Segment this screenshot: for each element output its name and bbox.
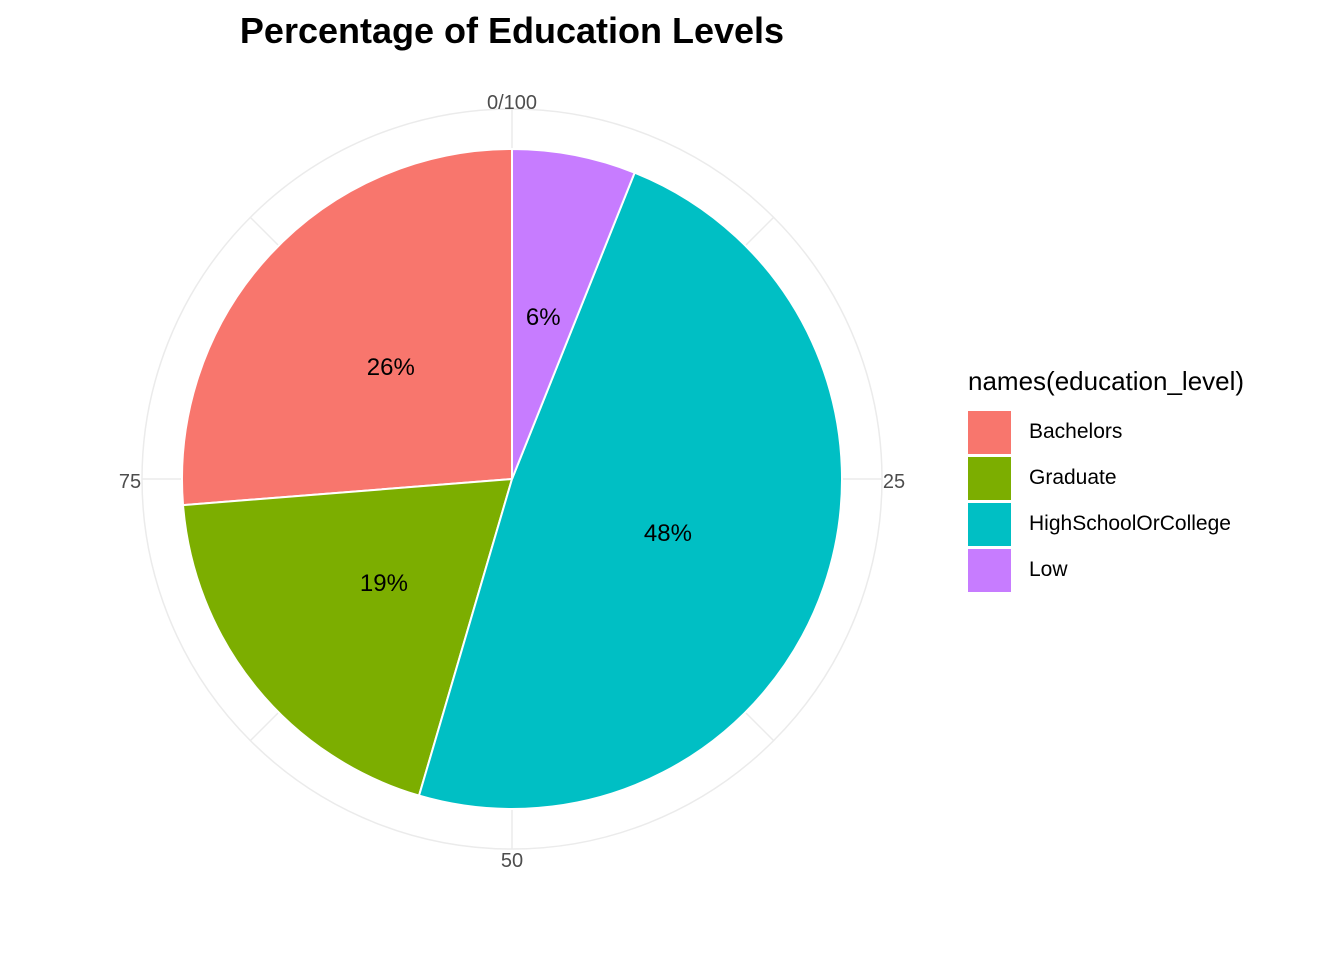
legend-item-low: Low — [968, 547, 1244, 593]
legend-label: HighSchoolOrCollege — [1029, 512, 1231, 535]
legend-items: Bachelors Graduate HighSchoolOrCollege Low — [968, 409, 1244, 593]
legend-swatch — [968, 410, 1011, 454]
legend: names(education_level) Bachelors Graduate… — [968, 366, 1244, 593]
legend-title: names(education_level) — [968, 366, 1245, 396]
pie-slices — [181, 147, 843, 810]
legend-swatch — [968, 456, 1011, 500]
grid-spoke — [744, 711, 775, 742]
slice-label-highschoolorcollege: 48% — [644, 520, 692, 547]
grid-spoke — [249, 216, 280, 247]
legend-swatch — [968, 502, 1011, 546]
slice-label-graduate: 19% — [360, 570, 408, 597]
angle-tick-label: 75 — [119, 471, 141, 493]
legend-item-graduate: Graduate — [968, 455, 1244, 501]
legend-label: Low — [1029, 558, 1068, 581]
pie-slice-graduate — [181, 477, 514, 797]
grid-spoke — [249, 711, 280, 742]
polar-grid — [141, 108, 883, 850]
legend-label: Bachelors — [1029, 420, 1123, 443]
angle-tick-label: 0/100 — [487, 92, 537, 114]
slice-label-bachelors: 26% — [367, 354, 415, 381]
chart-title: Percentage of Education Levels — [239, 10, 785, 51]
pie-slice-low — [511, 147, 636, 480]
grid-spoke — [744, 216, 775, 247]
angle-tick-label: 50 — [501, 850, 523, 872]
legend-swatch — [968, 548, 1011, 592]
angle-tick-label: 25 — [883, 471, 905, 493]
slice-label-low: 6% — [526, 304, 561, 331]
legend-item-highschoolorcollege: HighSchoolOrCollege — [968, 501, 1244, 547]
legend-item-bachelors: Bachelors — [968, 409, 1244, 455]
pie-slice-bachelors — [181, 147, 513, 507]
slice-labels: 26% 19% 48% 6% — [360, 304, 692, 597]
legend-label: Graduate — [1029, 466, 1117, 489]
pie-slice-highschoolorcollege — [417, 171, 843, 810]
angle-ticks: 0/100 25 50 75 — [119, 92, 905, 872]
